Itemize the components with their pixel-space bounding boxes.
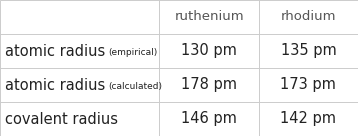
Text: 130 pm: 130 pm	[181, 44, 237, 58]
Text: 173 pm: 173 pm	[280, 78, 337, 92]
Text: 146 pm: 146 pm	[181, 112, 237, 126]
Text: covalent radius: covalent radius	[5, 112, 118, 126]
Text: (empirical): (empirical)	[108, 48, 158, 57]
Text: 142 pm: 142 pm	[280, 112, 337, 126]
Text: ruthenium: ruthenium	[174, 10, 244, 24]
Text: 178 pm: 178 pm	[181, 78, 237, 92]
Text: atomic radius: atomic radius	[5, 78, 106, 92]
Text: (calculated): (calculated)	[108, 82, 163, 91]
Text: atomic radius: atomic radius	[5, 44, 106, 58]
Text: 135 pm: 135 pm	[281, 44, 336, 58]
Text: rhodium: rhodium	[281, 10, 336, 24]
